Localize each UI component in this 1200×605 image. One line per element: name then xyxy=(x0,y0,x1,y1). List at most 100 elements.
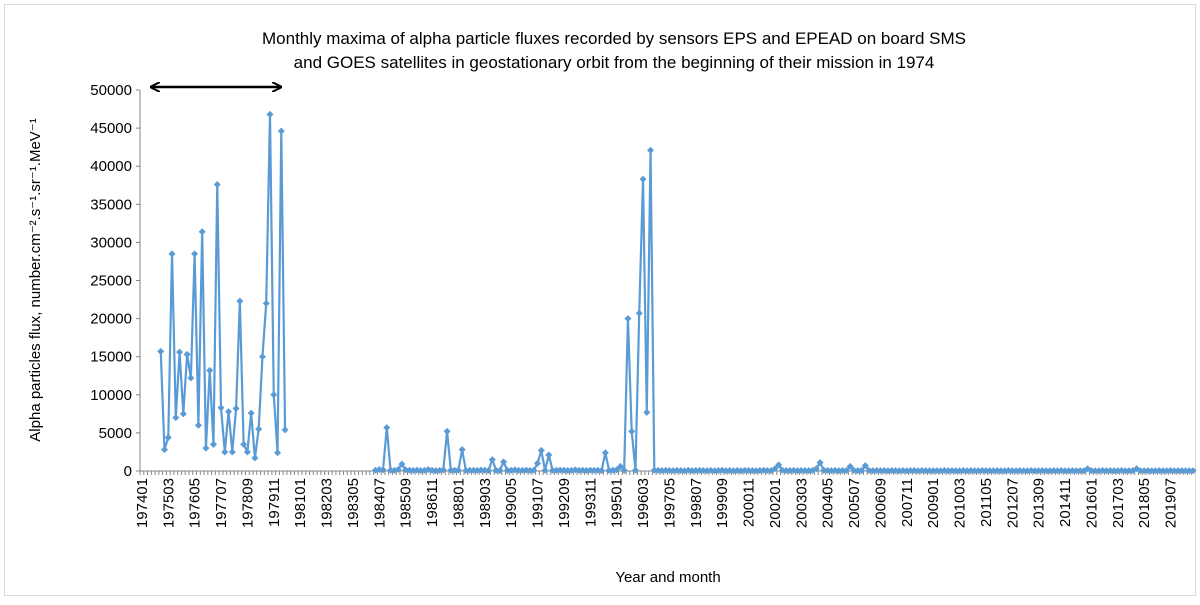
data-point xyxy=(635,309,643,317)
data-point xyxy=(888,467,896,475)
y-tick-label: 10000 xyxy=(90,387,132,404)
data-point xyxy=(1110,467,1118,475)
data-point xyxy=(756,466,764,474)
data-point xyxy=(194,421,202,429)
x-tick-label: 198801 xyxy=(450,478,467,528)
data-point xyxy=(620,466,628,474)
data-point xyxy=(586,466,594,474)
data-point xyxy=(1035,467,1043,475)
x-tick-label: 200405 xyxy=(820,478,837,528)
data-point xyxy=(775,461,783,469)
data-point xyxy=(191,250,199,258)
data-point xyxy=(387,466,395,474)
data-point xyxy=(824,467,832,475)
data-point xyxy=(1144,467,1152,475)
data-point xyxy=(1091,467,1099,475)
data-point xyxy=(854,467,862,475)
data-point xyxy=(515,466,523,474)
data-point xyxy=(993,467,1001,475)
data-point xyxy=(1065,467,1073,475)
data-point xyxy=(228,448,236,456)
y-tick-label: 35000 xyxy=(90,196,132,213)
data-point xyxy=(797,467,805,475)
data-point xyxy=(443,427,451,435)
data-point xyxy=(266,110,274,118)
x-tick-label: 199209 xyxy=(556,478,573,528)
data-point xyxy=(496,467,504,475)
data-point xyxy=(1174,467,1182,475)
data-point xyxy=(711,467,719,475)
data-point xyxy=(971,467,979,475)
data-point xyxy=(910,466,918,474)
data-point xyxy=(662,466,670,474)
data-point xyxy=(1076,467,1084,475)
data-point xyxy=(665,466,673,474)
data-point xyxy=(274,449,282,457)
data-point xyxy=(673,466,681,474)
data-point xyxy=(733,467,741,475)
data-point xyxy=(1099,467,1107,475)
data-point xyxy=(541,466,549,474)
data-point xyxy=(624,315,632,323)
x-tick-label: 199807 xyxy=(688,478,705,528)
x-tick-label: 198305 xyxy=(345,478,362,528)
data-point xyxy=(812,465,820,473)
data-point xyxy=(752,467,760,475)
data-point xyxy=(206,366,214,374)
data-point xyxy=(793,467,801,475)
data-point xyxy=(439,466,447,474)
data-point xyxy=(1102,467,1110,475)
data-point xyxy=(1185,467,1193,475)
data-point xyxy=(277,127,285,135)
data-point xyxy=(481,466,489,474)
x-tick-label: 199603 xyxy=(635,478,652,528)
y-tick-label: 5000 xyxy=(99,425,132,442)
data-point xyxy=(967,467,975,475)
data-point xyxy=(816,459,824,467)
data-point xyxy=(959,467,967,475)
data-point xyxy=(989,467,997,475)
data-point xyxy=(164,433,172,441)
data-point xyxy=(669,467,677,475)
data-point xyxy=(658,467,666,475)
data-point xyxy=(835,467,843,475)
x-tick-label: 200303 xyxy=(793,478,810,528)
data-point xyxy=(1016,467,1024,475)
data-point xyxy=(631,466,639,474)
data-point xyxy=(1159,467,1167,475)
x-tick-label: 199107 xyxy=(530,478,547,528)
data-point xyxy=(997,467,1005,475)
data-point xyxy=(209,440,217,448)
data-point xyxy=(647,146,655,154)
data-point xyxy=(262,299,270,307)
data-point xyxy=(827,467,835,475)
data-point xyxy=(914,467,922,475)
x-tick-label: 201105 xyxy=(978,478,995,527)
data-point xyxy=(454,466,462,474)
data-point xyxy=(801,466,809,474)
data-point xyxy=(251,454,259,462)
data-point xyxy=(236,297,244,305)
data-point xyxy=(1125,467,1133,475)
data-point xyxy=(616,462,624,470)
data-point xyxy=(918,467,926,475)
data-point xyxy=(726,466,734,474)
data-point xyxy=(545,451,553,459)
data-point xyxy=(221,448,229,456)
data-point xyxy=(903,467,911,475)
data-point xyxy=(929,467,937,475)
x-tick-label: 197809 xyxy=(239,478,256,528)
data-point xyxy=(187,374,195,382)
data-point xyxy=(247,409,255,417)
data-point xyxy=(722,467,730,475)
x-tick-label: 199909 xyxy=(714,478,731,528)
data-point xyxy=(405,466,413,474)
data-point xyxy=(383,424,391,432)
data-point xyxy=(869,467,877,475)
data-point xyxy=(782,467,790,475)
data-point xyxy=(1095,467,1103,475)
x-tick-label: 197911 xyxy=(266,478,283,527)
data-point xyxy=(598,467,606,475)
x-tick-label: 200011 xyxy=(741,478,758,527)
data-point xyxy=(503,466,511,474)
